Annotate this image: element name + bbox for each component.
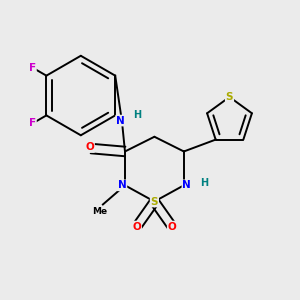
Text: H: H xyxy=(133,110,141,120)
Text: S: S xyxy=(226,92,233,102)
Text: F: F xyxy=(29,63,36,73)
Text: N: N xyxy=(116,116,125,126)
Text: H: H xyxy=(200,178,208,188)
Text: N: N xyxy=(182,180,191,190)
Text: O: O xyxy=(132,222,141,232)
Text: N: N xyxy=(118,180,126,190)
Text: O: O xyxy=(168,222,176,232)
Text: Me: Me xyxy=(92,207,107,216)
Text: S: S xyxy=(151,196,158,206)
Text: F: F xyxy=(29,118,36,128)
Text: O: O xyxy=(85,142,94,152)
